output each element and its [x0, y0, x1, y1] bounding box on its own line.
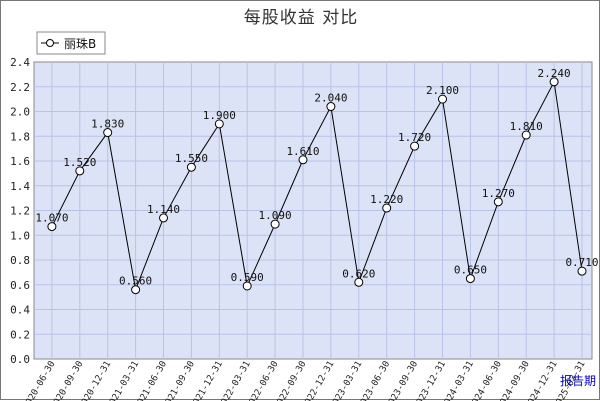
- data-label: 1.220: [370, 193, 403, 206]
- y-tick-label: 2.4: [10, 56, 30, 69]
- y-tick-label: 0.0: [10, 353, 30, 366]
- y-tick-label: 0.4: [10, 304, 30, 317]
- y-tick-label: 0.8: [10, 254, 30, 267]
- y-tick-label: 0.2: [10, 328, 30, 341]
- legend-label: 丽珠B: [64, 37, 96, 51]
- data-label: 1.140: [147, 203, 180, 216]
- data-label: 1.070: [35, 212, 68, 225]
- y-tick-label: 1.0: [10, 229, 30, 242]
- x-axis-title: 报告期: [560, 373, 596, 388]
- data-label: 1.270: [482, 187, 515, 200]
- data-label: 2.100: [426, 84, 459, 97]
- data-label: 0.590: [231, 271, 264, 284]
- data-label: 1.810: [510, 120, 543, 133]
- y-tick-label: 1.6: [10, 155, 30, 168]
- data-label: 0.620: [342, 267, 375, 280]
- data-label: 0.650: [454, 264, 487, 277]
- data-label: 0.710: [565, 256, 598, 269]
- y-tick-label: 2.0: [10, 106, 30, 119]
- data-label: 2.240: [538, 67, 571, 80]
- data-label: 1.720: [398, 131, 431, 144]
- y-tick-label: 1.8: [10, 130, 30, 143]
- data-label: 1.830: [91, 118, 124, 131]
- data-label: 1.610: [286, 145, 319, 158]
- data-label: 0.560: [119, 275, 152, 288]
- y-tick-label: 1.2: [10, 205, 30, 218]
- legend-marker: [47, 40, 54, 47]
- y-tick-label: 2.2: [10, 81, 30, 94]
- data-label: 1.900: [203, 109, 236, 122]
- data-label: 2.040: [314, 92, 347, 105]
- legend[interactable]: 丽珠B: [37, 32, 105, 54]
- data-label: 1.520: [63, 156, 96, 169]
- y-tick-label: 1.4: [10, 180, 30, 193]
- data-label: 1.090: [259, 209, 292, 222]
- data-label: 1.550: [175, 152, 208, 165]
- y-axis-ticks: 0.0 0.2 0.4 0.6 0.8 1.0 1.2 1.4 1.6 1.8 2.0 2.2 2.4: [10, 56, 30, 366]
- x-axis-ticks: 2020-06-302020-09-302020-12-312021-03-31…: [22, 360, 588, 401]
- y-tick-label: 0.6: [10, 279, 30, 292]
